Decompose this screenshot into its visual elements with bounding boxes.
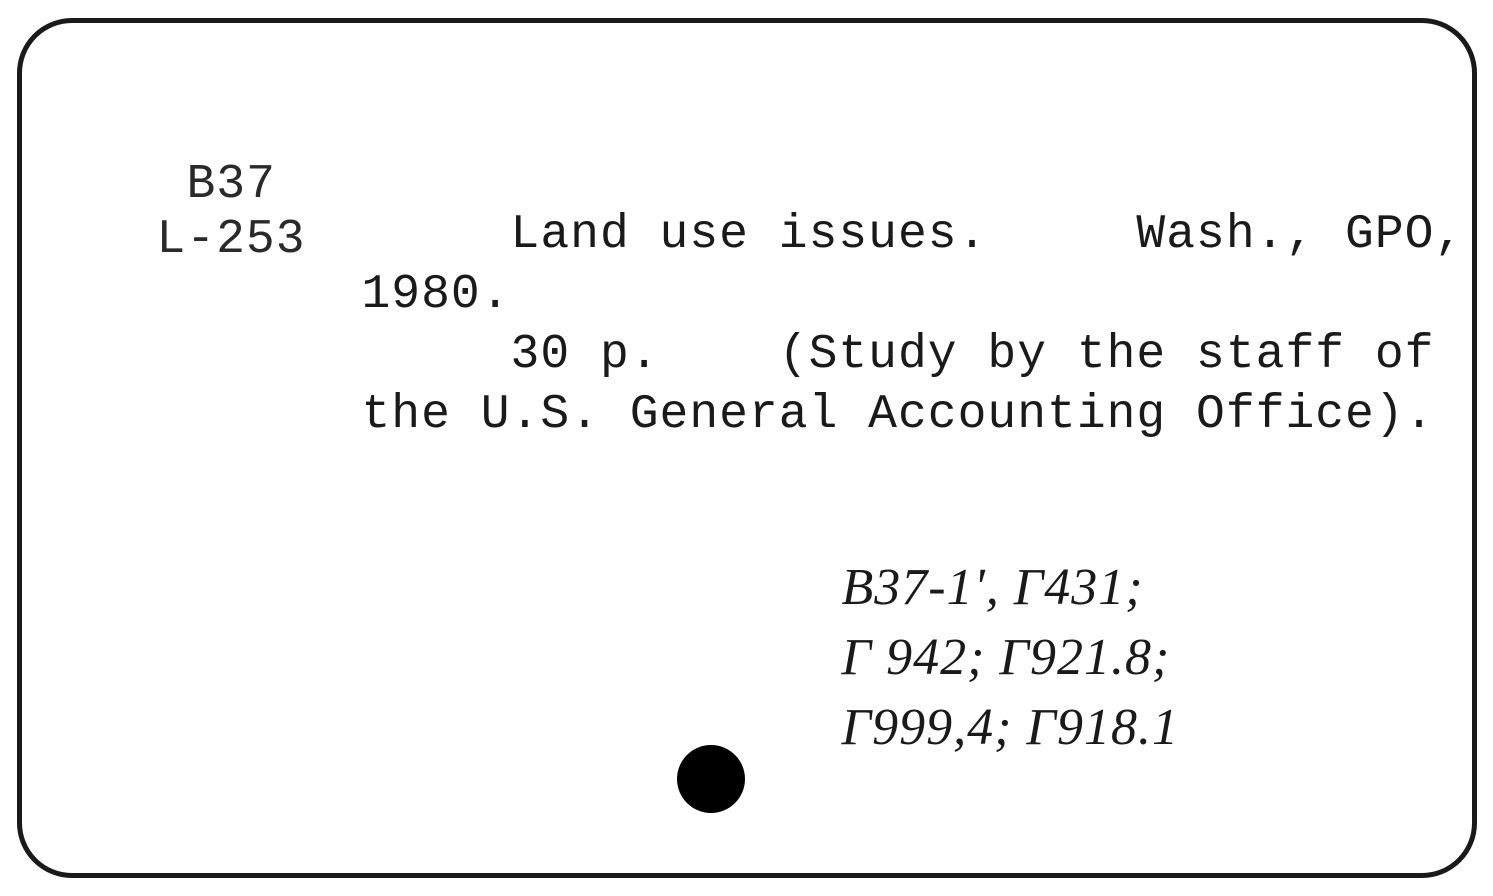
index-card: B37 L-253 Land use issues. Wash., GPO, 1… <box>17 18 1477 878</box>
handwritten-line-3: Г999,4; Г918.1 <box>842 693 1179 763</box>
card-content: B37 L-253 Land use issues. Wash., GPO, 1… <box>102 123 1412 833</box>
handwritten-annotations: B37-1', Г431; Г 942; Г921.8; Г999,4; Г91… <box>842 553 1179 764</box>
handwritten-line-2: Г 942; Г921.8; <box>842 623 1179 693</box>
handwritten-line-1: B37-1', Г431; <box>842 553 1179 623</box>
bib-line-1: Land use issues. Wash., GPO, <box>362 205 1372 265</box>
bib-line-3: 30 p. (Study by the staff of <box>362 325 1372 385</box>
bib-line-4: the U.S. General Accounting Office). <box>362 385 1372 445</box>
call-number-line-2: L-253 <box>157 213 306 268</box>
bibliographic-text: Land use issues. Wash., GPO, 1980. 30 p.… <box>362 205 1372 445</box>
call-number-block: B37 L-253 <box>157 158 306 268</box>
bib-line-2: 1980. <box>362 265 1372 325</box>
call-number-line-1: B37 <box>157 158 306 213</box>
binder-punch-hole-icon <box>677 745 745 813</box>
